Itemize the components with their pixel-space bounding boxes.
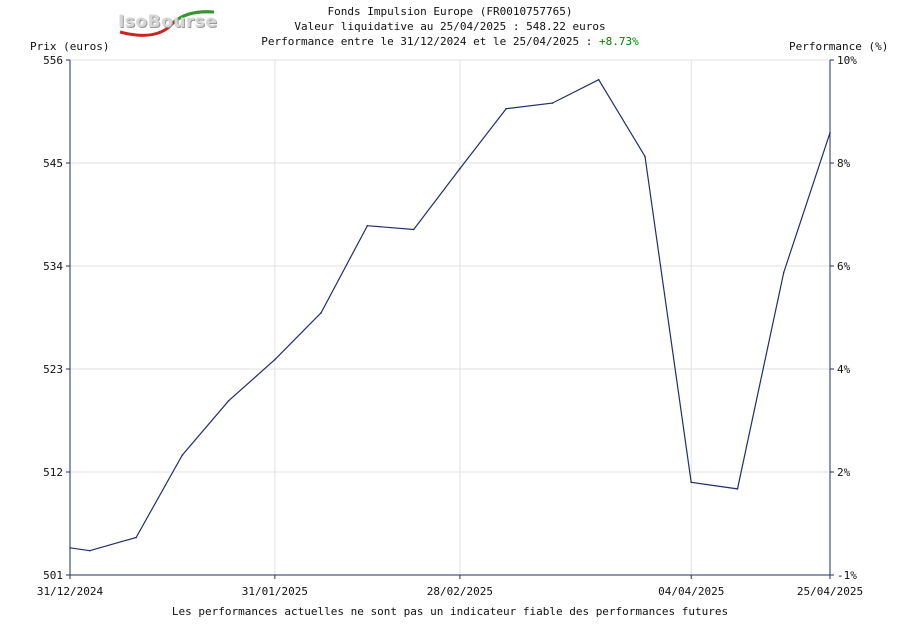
data-point xyxy=(69,547,71,549)
data-point xyxy=(366,224,369,227)
y-tick-label-right: 2% xyxy=(837,466,851,479)
data-point xyxy=(89,549,91,552)
y-tick-label-left: 534 xyxy=(43,260,63,273)
y-tick-label-right: 4% xyxy=(837,363,851,376)
data-point xyxy=(505,107,507,110)
disclaimer: Les performances actuelles ne sont pas u… xyxy=(171,605,729,618)
y-tick-label-right: -1% xyxy=(837,569,857,582)
x-tick-label: 31/12/2024 xyxy=(37,585,104,598)
data-point xyxy=(551,102,554,104)
data-point xyxy=(412,228,415,231)
isobourse-logo: IsoBourse xyxy=(118,6,218,40)
data-point xyxy=(597,78,600,81)
y-tick-label-left: 501 xyxy=(43,569,63,582)
x-tick-label: 31/01/2025 xyxy=(242,585,308,598)
data-point xyxy=(644,155,646,158)
price-series-line xyxy=(69,78,831,552)
chart-title: Fonds Impulsion Europe (FR0010757765) xyxy=(327,5,573,18)
data-point xyxy=(782,271,785,274)
y-tick-label-right: 10% xyxy=(837,54,857,67)
performance-line: Performance entre le 31/12/2024 et le 25… xyxy=(0,35,900,48)
data-point xyxy=(181,454,184,456)
x-tick-label: 25/04/2025 xyxy=(797,585,863,598)
y-tick-label-left: 512 xyxy=(43,466,63,479)
right-axis-caption: Performance (%) xyxy=(789,40,889,53)
data-point xyxy=(227,400,230,402)
y-tick-label-left: 556 xyxy=(43,54,63,67)
data-point xyxy=(274,358,276,361)
data-point xyxy=(320,312,322,314)
net-asset-value: Valeur liquidative au 25/04/2025 : 548.2… xyxy=(294,20,606,33)
performance-value: +8.73% xyxy=(599,35,639,48)
data-point xyxy=(135,536,137,539)
y-tick-label-left: 523 xyxy=(43,363,63,376)
data-point xyxy=(829,132,831,134)
data-point xyxy=(459,167,461,170)
data-point xyxy=(690,481,693,484)
x-tick-label: 04/04/2025 xyxy=(658,585,724,598)
x-tick-label: 28/02/2025 xyxy=(427,585,493,598)
logo-text: IsoBourse xyxy=(118,12,218,32)
y-tick-label-right: 8% xyxy=(837,157,851,170)
left-axis-caption: Prix (euros) xyxy=(30,40,110,53)
y-tick-label-left: 545 xyxy=(43,157,63,170)
performance-label: Performance entre le 31/12/2024 et le 25… xyxy=(261,35,599,48)
logo-swoosh xyxy=(119,10,215,37)
y-tick-label-right: 6% xyxy=(837,260,851,273)
data-point xyxy=(736,488,739,490)
